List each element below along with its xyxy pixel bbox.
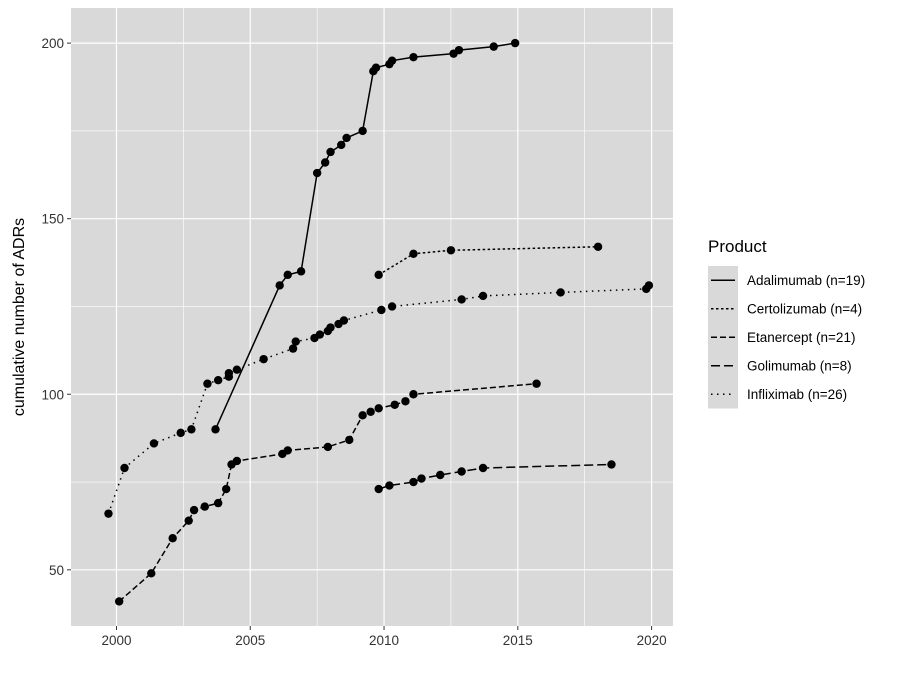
data-point — [387, 56, 397, 65]
legend-label: Etanercept (n=21) — [747, 330, 855, 345]
data-point — [390, 400, 399, 409]
data-point — [312, 168, 322, 178]
data-point — [366, 407, 375, 417]
grid-minor — [71, 8, 673, 626]
data-point — [296, 267, 306, 276]
data-point — [385, 481, 394, 490]
data-point — [291, 337, 300, 346]
data-point — [374, 404, 383, 413]
data-point — [232, 365, 242, 374]
data-point — [387, 302, 397, 311]
data-point — [489, 42, 498, 51]
data-point — [224, 368, 234, 378]
y-tick-label: 150 — [41, 212, 64, 227]
data-point — [326, 323, 335, 332]
data-point — [457, 467, 466, 476]
data-point — [339, 316, 349, 325]
data-point — [189, 505, 199, 515]
data-point — [232, 456, 242, 466]
data-point — [374, 484, 383, 494]
legend-title: Product — [708, 237, 767, 256]
data-point — [454, 45, 464, 55]
x-tick-label: 2005 — [235, 633, 265, 648]
data-point — [593, 242, 603, 251]
legend-label: Golimumab (n=8) — [747, 359, 852, 374]
data-point — [436, 470, 445, 480]
legend-label: Adalimumab (n=19) — [747, 273, 865, 288]
data-point — [607, 460, 616, 469]
data-point — [315, 330, 325, 339]
data-point — [478, 291, 488, 301]
data-point — [457, 295, 466, 304]
data-point — [345, 435, 354, 445]
data-point — [147, 569, 156, 578]
data-point — [478, 463, 488, 473]
x-tick-label: 2020 — [637, 633, 667, 648]
data-point — [409, 52, 418, 62]
x-tick-label: 2010 — [369, 633, 399, 648]
data-point — [409, 390, 418, 399]
data-point — [168, 534, 177, 543]
data-point — [275, 281, 284, 290]
y-tick-labels: 50 100 150 200 — [41, 36, 64, 578]
data-point — [283, 446, 292, 455]
data-point — [342, 133, 351, 143]
data-point — [556, 288, 565, 297]
data-point — [259, 354, 268, 364]
data-point — [184, 516, 193, 525]
plot-panel — [71, 8, 673, 626]
data-point — [532, 379, 541, 388]
data-point — [213, 498, 223, 508]
data-point — [510, 38, 520, 48]
data-point — [283, 270, 292, 280]
grid-major — [71, 8, 673, 626]
data-point — [176, 428, 185, 438]
series-line — [378, 246, 599, 276]
data-point — [377, 305, 386, 315]
y-axis-title: cumulative number of ADRs — [11, 218, 28, 416]
data-point — [203, 379, 212, 388]
data-point — [644, 281, 654, 290]
data-point — [374, 270, 383, 280]
data-point — [320, 158, 330, 167]
axis-ticks — [67, 42, 653, 630]
data-point — [358, 126, 367, 136]
data-point — [358, 411, 367, 420]
data-point — [337, 140, 346, 150]
data-point — [213, 376, 223, 385]
data-point — [323, 442, 333, 452]
data-point — [401, 397, 410, 406]
data-point — [149, 439, 159, 448]
legend-label: Certolizumab (n=4) — [747, 302, 862, 317]
data-point — [114, 597, 124, 606]
x-tick-label: 2000 — [101, 633, 131, 648]
legend: Product Adalimumab (n=19) Certolizumab (n… — [708, 237, 865, 409]
y-tick-label: 50 — [49, 563, 64, 578]
legend-label: Infliximab (n=26) — [747, 387, 847, 402]
data-point — [120, 463, 129, 473]
data-point — [104, 509, 113, 518]
data-point — [211, 425, 220, 434]
data-point — [409, 249, 418, 258]
x-tick-labels: 2000 2005 2010 2015 2020 — [101, 633, 666, 648]
data-point — [187, 425, 196, 434]
x-tick-label: 2015 — [503, 633, 533, 648]
y-tick-label: 100 — [41, 387, 64, 402]
series-points — [104, 38, 654, 606]
data-point — [371, 63, 381, 72]
data-point — [288, 344, 298, 353]
legend-items: Adalimumab (n=19) Certolizumab (n=4) Etane… — [708, 266, 865, 409]
data-point — [326, 147, 335, 157]
y-tick-label: 200 — [41, 36, 64, 51]
data-point — [200, 502, 209, 511]
data-point — [409, 477, 418, 487]
data-point — [446, 246, 456, 255]
data-point — [417, 474, 426, 483]
data-point — [221, 484, 231, 494]
